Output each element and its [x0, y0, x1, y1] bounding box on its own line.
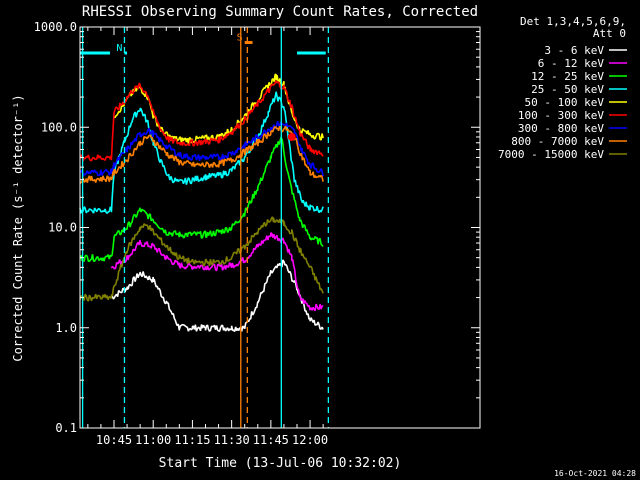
legend-entry-label: 300 - 800 keV [518, 122, 604, 135]
y-tick-label: 1000.0 [34, 20, 77, 34]
legend-entry-label: 12 - 25 keV [531, 70, 604, 83]
y-axis-label: Corrected Count Rate (s⁻¹ detector⁻¹) [11, 94, 25, 361]
flag-point [287, 132, 296, 141]
x-axis-label: Start Time (13-Jul-06 10:32:02) [159, 456, 402, 471]
legend-entry-label: 800 - 7000 keV [511, 135, 604, 148]
legend-entry-label: 50 - 100 keV [525, 96, 605, 109]
x-tick-label: 10:45 [96, 433, 132, 447]
legend-entry-label: 25 - 50 keV [531, 83, 604, 96]
legend-entry-label: 7000 - 15000 keV [498, 148, 604, 161]
series-line [79, 91, 324, 214]
x-tick-label: 11:00 [135, 433, 171, 447]
series-line [79, 80, 324, 162]
x-tick-label: 11:45 [253, 433, 289, 447]
legend-header-line-2: Att 0 [593, 27, 626, 40]
series-8 [79, 216, 324, 302]
legend-entry-label: 6 - 12 keV [538, 57, 605, 70]
flag-label: N [116, 43, 122, 54]
chart-title: RHESSI Observing Summary Count Rates, Co… [82, 4, 478, 20]
y-tick-label: 100.0 [41, 120, 77, 134]
legend-entry-label: 3 - 6 keV [544, 44, 604, 57]
series-2 [79, 136, 324, 263]
axes: 10:45 11:00 11:15 11:30 11:45 12:00 0.1 1.0 10.0… [34, 20, 480, 447]
series-6 [79, 120, 324, 177]
x-tick-label: 11:30 [214, 433, 250, 447]
series-1 [110, 232, 324, 312]
x-tick-label: 11:15 [174, 433, 210, 447]
y-tick-label: 0.1 [55, 421, 77, 435]
legend-header-line-1: Det 1,3,4,5,6,9, [520, 15, 626, 28]
series-3 [79, 91, 324, 214]
series-line [79, 216, 324, 302]
series-line [79, 136, 324, 263]
timestamp: 16-Oct-2021 04:28 [554, 469, 636, 478]
series-5 [79, 80, 324, 162]
series-line [110, 259, 324, 332]
series-7 [79, 125, 324, 184]
y-tick-label: 1.0 [55, 321, 77, 335]
series-line [110, 232, 324, 312]
x-tick-label: 12:00 [292, 433, 328, 447]
flag-label: S [237, 33, 243, 44]
legend-entry-label: 100 - 300 keV [518, 109, 604, 122]
series-line [79, 120, 324, 177]
series-line [79, 125, 324, 184]
y-tick-label: 10.0 [48, 221, 77, 235]
series-0 [110, 259, 324, 332]
